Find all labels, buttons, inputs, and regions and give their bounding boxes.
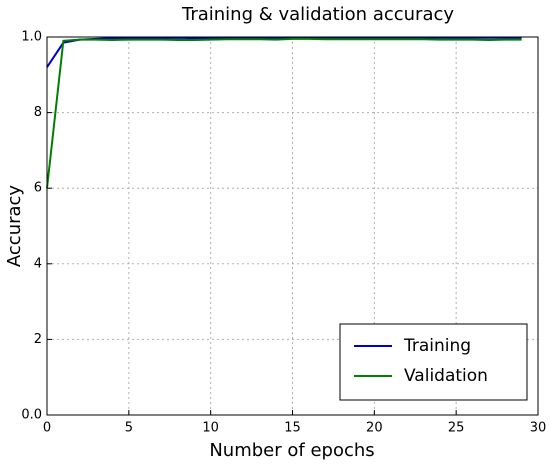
y-tick-label: 4	[34, 256, 42, 271]
x-tick-label: 10	[202, 421, 219, 436]
x-tick-label: 25	[448, 421, 465, 436]
y-tick-label: 6	[34, 181, 42, 196]
y-axis-label: Accuracy	[4, 185, 25, 268]
chart-title: Training & validation accuracy	[181, 4, 454, 25]
x-tick-label: 30	[530, 421, 547, 436]
plot-frame	[46, 36, 539, 416]
x-axis-label: Number of epochs	[209, 440, 374, 461]
y-tick-label: 1.0	[21, 30, 42, 45]
x-tick-label: 0	[43, 421, 51, 436]
series-line	[46, 37, 522, 189]
y-tick-label: 8	[34, 105, 42, 120]
x-tick-label: 15	[284, 421, 301, 436]
x-tick-label: 20	[366, 421, 383, 436]
y-tick-label: 0.0	[21, 408, 42, 423]
legend-label: Validation	[404, 366, 488, 386]
y-tick-label: 2	[34, 332, 42, 347]
series-line	[46, 36, 522, 68]
legend-label: Training	[403, 336, 471, 356]
x-tick-label: 5	[125, 421, 133, 436]
legend-box	[339, 323, 528, 401]
